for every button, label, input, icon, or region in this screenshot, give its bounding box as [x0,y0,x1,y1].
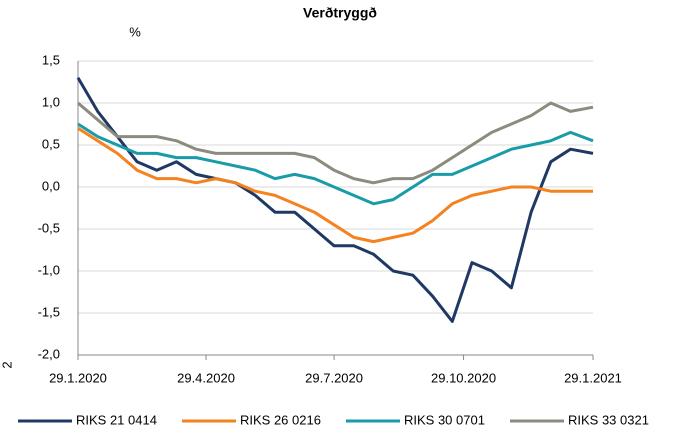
series-line [77,122,594,206]
series-line [77,101,594,185]
x-tick-label: 29.1.2020 [49,370,107,385]
chart-title: Verðtryggð [303,5,377,21]
y-axis-label: % [129,24,141,39]
legend-label: RIKS 33 0321 [568,412,649,427]
y-tick-label: 1,5 [42,52,60,67]
y-tick-label: -0,5 [38,220,60,235]
x-tick-label: 29.10.2020 [431,370,496,385]
legend-label: RIKS 30 0701 [404,412,485,427]
y-tick-label: 1,0 [42,94,60,109]
y-tick-label: -1,0 [38,262,60,277]
y-tick-label: 0,5 [42,136,60,151]
y-tick-label: -1,5 [38,304,60,319]
series-line [76,77,594,323]
y-tick-label: 0,0 [42,178,60,193]
series-line [77,126,593,244]
x-tick-label: 29.1.2021 [564,370,622,385]
y-tick-label: -2,0 [38,346,60,361]
x-tick-label: 29.4.2020 [177,370,235,385]
x-tick-label: 29.7.2020 [305,370,363,385]
legend-label: RIKS 26 0216 [240,412,321,427]
legend-label: RIKS 21 0414 [76,412,157,427]
annotation: 2 [0,361,14,368]
